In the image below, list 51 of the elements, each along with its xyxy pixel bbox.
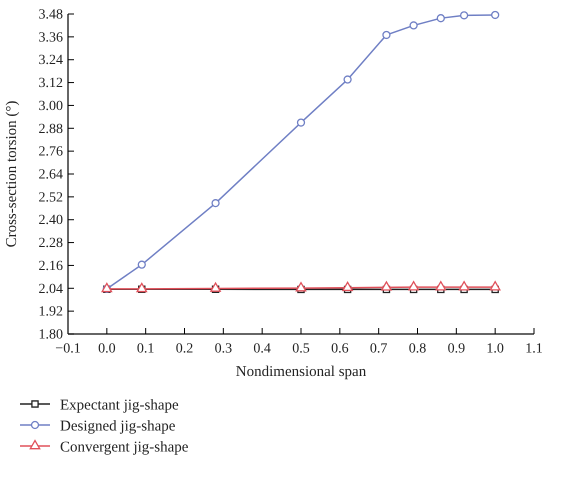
y-axis-title: Cross-section torsion (°) xyxy=(4,100,20,248)
x-tick-label: 0.1 xyxy=(136,341,154,356)
legend-label: Convergent jig-shape xyxy=(60,439,189,456)
y-tick-label: 3.00 xyxy=(38,98,63,114)
x-tick-label: 0.3 xyxy=(214,341,232,356)
x-tick-label: 0.4 xyxy=(253,341,271,356)
x-tick-label: 0.7 xyxy=(370,341,388,356)
point xyxy=(342,282,353,292)
legend-label: Designed jig-shape xyxy=(60,418,176,434)
y-tick-label: 3.12 xyxy=(38,76,63,92)
legend-label: Expectant jig-shape xyxy=(60,397,180,414)
point xyxy=(458,281,470,290)
point xyxy=(211,199,220,208)
y-tick-label: 2.04 xyxy=(38,282,63,297)
point xyxy=(210,282,221,292)
y-tick-label: 2.76 xyxy=(38,144,63,160)
point xyxy=(436,14,445,22)
y-tick-label: 1.92 xyxy=(38,304,63,320)
point xyxy=(343,75,352,84)
y-tick-label: 2.28 xyxy=(38,236,63,252)
x-tick-label: 1.1 xyxy=(525,341,543,356)
point xyxy=(381,281,392,291)
x-tick-label: −0.1 xyxy=(55,341,81,356)
x-tick-label: 0.0 xyxy=(98,341,116,356)
point xyxy=(490,281,500,290)
y-tick-label: 3.36 xyxy=(38,30,63,46)
y-tick-label: 2.88 xyxy=(38,122,63,137)
point xyxy=(409,21,418,30)
y-tick-label: 2.40 xyxy=(38,213,63,228)
y-tick-label: 3.48 xyxy=(38,7,63,22)
x-tick-label: 0.5 xyxy=(292,341,310,356)
point xyxy=(408,281,419,290)
point xyxy=(460,11,468,20)
x-tick-label: 0.8 xyxy=(408,341,426,356)
point xyxy=(296,282,306,292)
y-tick-label: 2.16 xyxy=(38,258,63,274)
x-tick-label: 0.2 xyxy=(176,341,194,356)
x-tick-label: 0.6 xyxy=(331,341,349,356)
y-tick-label: 2.64 xyxy=(38,167,63,182)
x-tick-label: 1.0 xyxy=(486,341,504,356)
point xyxy=(136,282,148,292)
point xyxy=(296,118,306,127)
point xyxy=(138,260,146,269)
x-tick-label: 0.9 xyxy=(448,341,466,356)
point xyxy=(382,30,391,40)
point xyxy=(435,281,446,290)
point xyxy=(491,10,500,20)
x-axis-title: Nondimensional span xyxy=(236,364,367,380)
y-tick-label: 2.52 xyxy=(38,190,63,206)
y-tick-label: 3.24 xyxy=(38,53,63,68)
y-tick-label: 1.80 xyxy=(38,327,63,342)
